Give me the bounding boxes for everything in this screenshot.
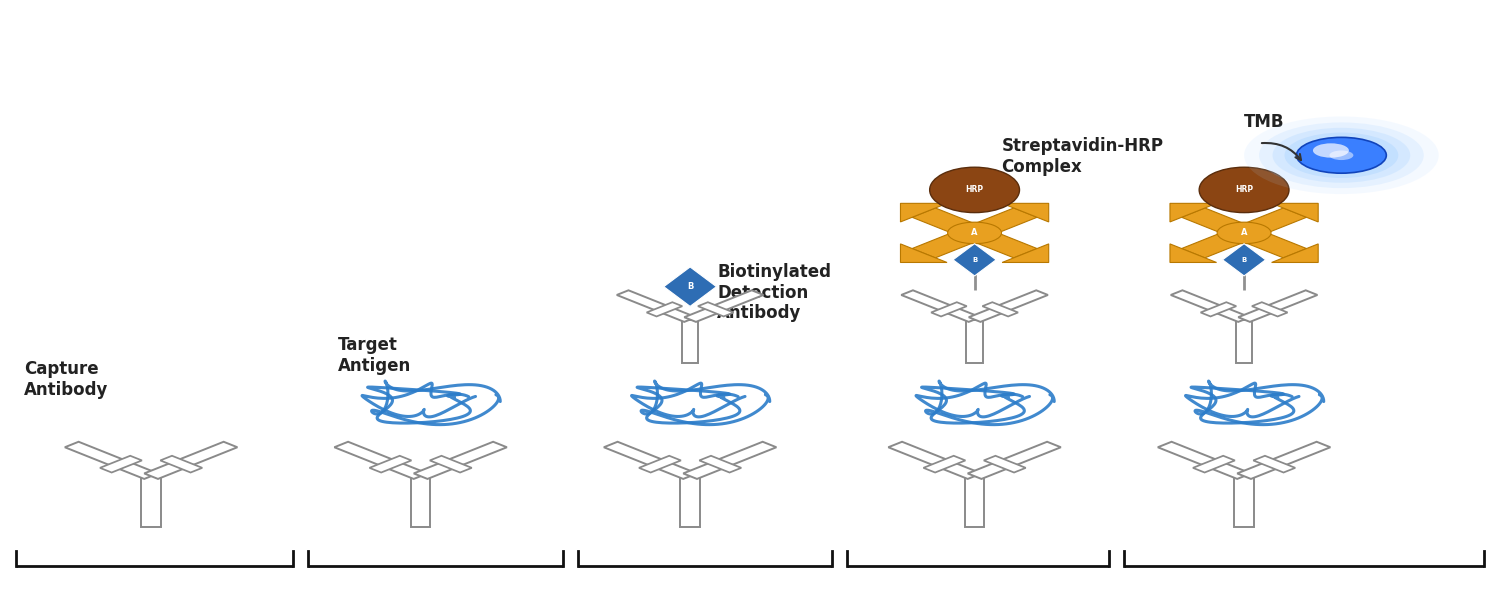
Ellipse shape [930,167,1020,212]
FancyBboxPatch shape [964,476,984,527]
Polygon shape [900,244,946,262]
Text: HRP: HRP [1234,185,1252,194]
Polygon shape [1272,203,1318,222]
FancyBboxPatch shape [681,476,700,527]
Polygon shape [969,290,1048,322]
Text: TMB: TMB [1244,113,1284,131]
Polygon shape [369,456,411,473]
Polygon shape [334,442,427,479]
Polygon shape [1002,244,1048,262]
Text: Biotinylated
Detection
Antibody: Biotinylated Detection Antibody [717,263,831,322]
Ellipse shape [1198,167,1288,212]
Circle shape [1296,137,1386,173]
Polygon shape [1252,302,1287,316]
Polygon shape [639,456,681,473]
Polygon shape [699,456,741,473]
Polygon shape [1170,203,1216,222]
Text: B: B [687,282,693,291]
Polygon shape [1238,442,1330,479]
Polygon shape [924,456,966,473]
Polygon shape [682,442,777,479]
Polygon shape [664,267,717,307]
Text: B: B [1242,257,1246,263]
Polygon shape [430,456,472,473]
Circle shape [1329,151,1353,160]
Polygon shape [888,442,981,479]
Polygon shape [1002,203,1048,222]
Polygon shape [646,302,682,316]
FancyBboxPatch shape [682,320,699,363]
Circle shape [948,222,1002,244]
Text: Target
Antigen: Target Antigen [339,336,411,374]
Text: Capture
Antibody: Capture Antibody [24,360,108,398]
Polygon shape [144,442,237,479]
Polygon shape [952,244,996,276]
FancyBboxPatch shape [1234,476,1254,527]
Polygon shape [1182,208,1256,238]
FancyBboxPatch shape [411,476,430,527]
Polygon shape [1233,228,1306,258]
Text: HRP: HRP [966,185,984,194]
Polygon shape [684,290,764,322]
Polygon shape [963,228,1036,258]
Polygon shape [1254,456,1294,473]
FancyBboxPatch shape [141,476,160,527]
Polygon shape [160,456,202,473]
Polygon shape [902,290,981,322]
Polygon shape [64,442,158,479]
Polygon shape [1192,456,1234,473]
Polygon shape [1170,290,1250,322]
Polygon shape [1272,244,1318,262]
Text: A: A [972,229,978,238]
Polygon shape [984,456,1026,473]
Polygon shape [1238,290,1317,322]
Circle shape [1216,222,1270,244]
Polygon shape [968,442,1060,479]
Polygon shape [698,302,734,316]
Polygon shape [982,302,1018,316]
Polygon shape [963,208,1036,238]
Circle shape [1244,116,1438,194]
Polygon shape [1182,228,1256,258]
Polygon shape [414,442,507,479]
Polygon shape [932,302,968,316]
Polygon shape [100,456,142,473]
Polygon shape [1233,208,1306,238]
Polygon shape [1200,302,1236,316]
Polygon shape [1170,244,1216,262]
Text: B: B [972,257,976,263]
Polygon shape [912,228,986,258]
Circle shape [1284,133,1398,178]
Text: Streptavidin-HRP
Complex: Streptavidin-HRP Complex [1002,137,1164,176]
Circle shape [1312,143,1348,158]
Circle shape [1272,128,1410,183]
Polygon shape [1222,244,1266,276]
Polygon shape [912,208,986,238]
FancyBboxPatch shape [966,320,982,363]
Polygon shape [616,290,696,322]
Text: A: A [1240,229,1248,238]
Circle shape [1258,122,1424,188]
Polygon shape [1158,442,1251,479]
FancyBboxPatch shape [1236,320,1252,363]
Polygon shape [604,442,698,479]
Polygon shape [900,203,946,222]
